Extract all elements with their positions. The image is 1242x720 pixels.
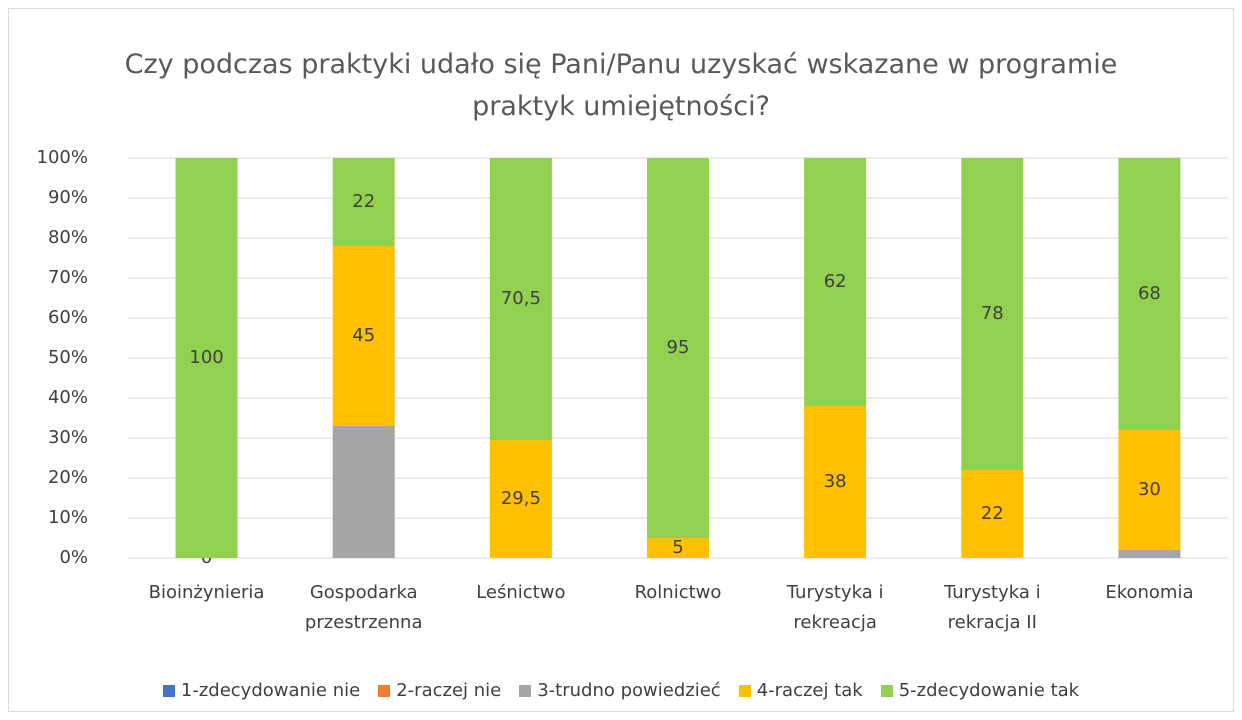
bar-segment [961, 470, 1024, 558]
bar-segment [489, 158, 552, 440]
x-tick-label: Bioinżynieria [148, 582, 265, 603]
y-tick-label: 100% [37, 147, 88, 168]
y-tick-label: 60% [48, 307, 88, 328]
y-tick-label: 80% [48, 227, 88, 248]
bar-segment [961, 158, 1024, 470]
data-label: 78 [981, 303, 1004, 324]
legend-label: 3-trudno powiedzieć [537, 680, 721, 701]
x-tick-label: Turystyka i rekracja II [943, 582, 1041, 633]
data-label: 100 [189, 347, 223, 368]
y-tick-label: 20% [48, 467, 88, 488]
legend: 1-zdecydowanie nie 2-raczej nie 3-trudno p… [0, 680, 1242, 701]
x-tick-label: Rolnictwo [634, 582, 722, 603]
legend-label: 5-zdecydowanie tak [898, 680, 1080, 701]
data-label: 62 [824, 271, 847, 292]
data-label: 29,5 [501, 488, 541, 509]
legend-swatch [519, 684, 532, 697]
y-tick-label: 0% [59, 547, 88, 568]
legend-swatch [162, 684, 175, 697]
chart-frame [8, 8, 1234, 712]
bar-segment [332, 158, 395, 246]
x-tick-label: Gospodarka przestrzenna [304, 582, 423, 633]
y-tick-label: 70% [48, 267, 88, 288]
bar-segment [647, 158, 709, 538]
data-label: 22 [352, 191, 375, 212]
legend-item: 3-trudno powiedzieć [519, 680, 721, 701]
data-label: 45 [352, 325, 375, 346]
bar-segment [332, 246, 395, 426]
legend-item: 5-zdecydowanie tak [880, 680, 1080, 701]
y-tick-label: 90% [48, 187, 88, 208]
chart-title: Czy podczas praktyki udało się Pani/Panu… [124, 49, 1118, 122]
bar-segment [175, 158, 238, 558]
data-label: 68 [1138, 283, 1161, 304]
y-tick-label: 50% [48, 347, 88, 368]
legend-label: 2-raczej nie [396, 680, 502, 701]
legend-label: 4-raczej tak [756, 680, 863, 701]
data-label: 30 [1138, 479, 1161, 500]
legend-swatch [880, 684, 893, 697]
bar-segment [1118, 430, 1181, 550]
legend-swatch [738, 684, 751, 697]
y-tick-label: 30% [48, 427, 88, 448]
legend-label: 1-zdecydowanie nie [180, 680, 361, 701]
data-label: 38 [824, 471, 847, 492]
y-tick-label: 40% [48, 387, 88, 408]
legend-item: 4-raczej tak [738, 680, 863, 701]
data-label: 22 [981, 503, 1004, 524]
x-tick-label: Ekonomia [1105, 582, 1194, 603]
bar-segment [1118, 550, 1181, 558]
bar-segment [489, 440, 552, 558]
data-label: 95 [667, 337, 690, 358]
data-label: 70,5 [501, 288, 541, 309]
bar-segment [332, 426, 395, 558]
y-tick-label: 10% [48, 507, 88, 528]
x-tick-label: Leśnictwo [476, 582, 566, 603]
bar-segment [804, 406, 867, 558]
data-label: 5 [672, 537, 683, 558]
legend-item: 1-zdecydowanie nie [162, 680, 361, 701]
bar-segment [804, 158, 867, 406]
x-tick-label: Turystyka i rekreacja [786, 582, 884, 633]
bar-segment [1118, 158, 1181, 430]
legend-item: 2-raczej nie [378, 680, 501, 701]
bar-segment [647, 538, 709, 558]
legend-swatch [378, 684, 391, 697]
